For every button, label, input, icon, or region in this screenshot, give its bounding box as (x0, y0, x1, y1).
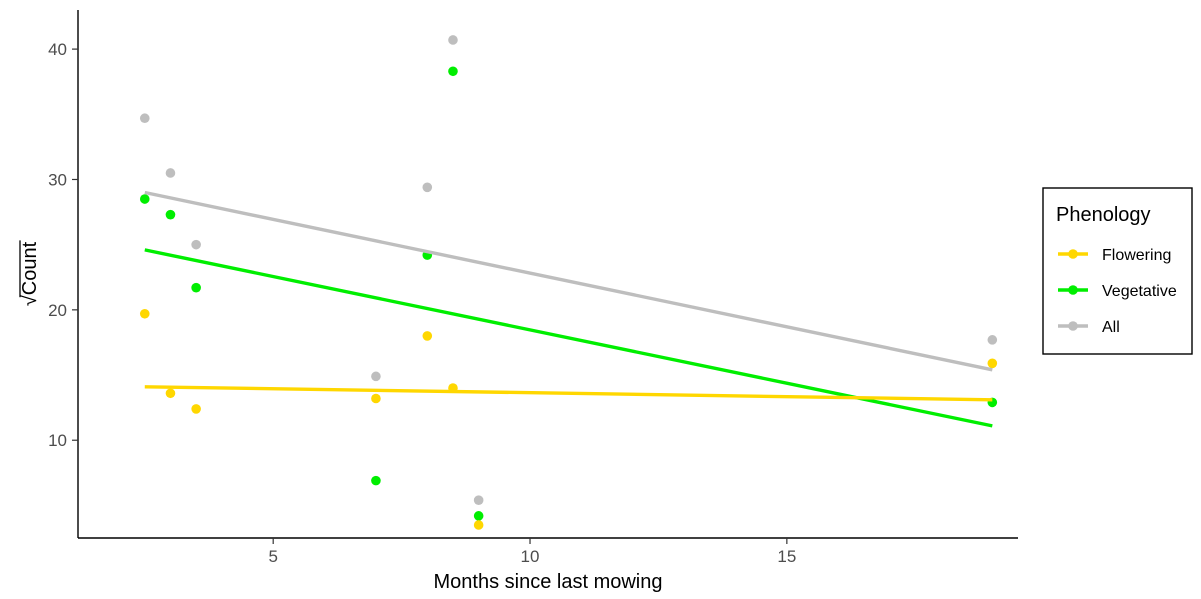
x-axis-title: Months since last mowing (434, 571, 663, 593)
point-all (448, 35, 458, 45)
point-vegetative (139, 194, 150, 204)
legend-label: All (1102, 319, 1120, 336)
y-tick-label: 40 (48, 40, 67, 59)
y-axis-title-radical: √ (19, 295, 41, 306)
legend-key-point (1068, 285, 1078, 295)
legend-item-vegetative: Vegetative (1058, 283, 1177, 300)
x-tick-label: 10 (521, 547, 540, 566)
y-tick-label: 30 (48, 170, 67, 189)
point-vegetative (473, 511, 484, 521)
legend-key-point (1068, 249, 1078, 259)
legend-item-flowering: Flowering (1058, 247, 1171, 264)
legend: Phenology Flowering Vegetative All (1042, 187, 1193, 355)
svg-text:√Count: √Count (19, 241, 41, 306)
point-all (422, 182, 433, 193)
axes: 5 10 15 10 20 30 40 (48, 10, 1018, 566)
y-axis-title-text: Count (19, 241, 41, 295)
fit-line-flowering (144, 385, 993, 402)
fit-lines-layer (144, 190, 993, 428)
point-vegetative (191, 282, 201, 293)
legend-title: Phenology (1056, 204, 1151, 226)
x-tick-label: 5 (268, 547, 277, 566)
legend-key-point (1068, 321, 1078, 331)
point-flowering (422, 331, 433, 341)
point-flowering (165, 388, 176, 399)
point-flowering (473, 520, 484, 530)
point-all (139, 113, 150, 124)
legend-items: Flowering Vegetative All (1058, 247, 1177, 336)
series-flowering-points (139, 308, 998, 530)
point-all (371, 371, 381, 382)
point-all (191, 239, 201, 250)
x-tick-label: 15 (777, 547, 796, 566)
point-flowering (987, 358, 998, 369)
legend-label: Vegetative (1102, 283, 1177, 300)
y-ticks: 10 20 30 40 (48, 40, 78, 450)
legend-label: Flowering (1102, 247, 1171, 264)
point-flowering (371, 393, 381, 404)
y-tick-label: 20 (48, 301, 67, 320)
point-all (987, 335, 998, 345)
point-flowering (139, 308, 150, 319)
y-tick-label: 10 (48, 431, 67, 450)
series-all-points (139, 35, 998, 505)
point-flowering (191, 404, 201, 414)
series-layer (139, 35, 998, 530)
legend-item-all: All (1058, 319, 1120, 336)
series-vegetative-points (139, 66, 998, 521)
point-all (165, 168, 176, 178)
point-vegetative (371, 475, 381, 486)
y-axis-title: √Count (19, 240, 41, 306)
point-vegetative (165, 209, 176, 220)
point-all (473, 495, 484, 505)
x-ticks: 5 10 15 (268, 538, 796, 566)
point-vegetative (448, 66, 458, 77)
fit-line-all (144, 190, 993, 372)
